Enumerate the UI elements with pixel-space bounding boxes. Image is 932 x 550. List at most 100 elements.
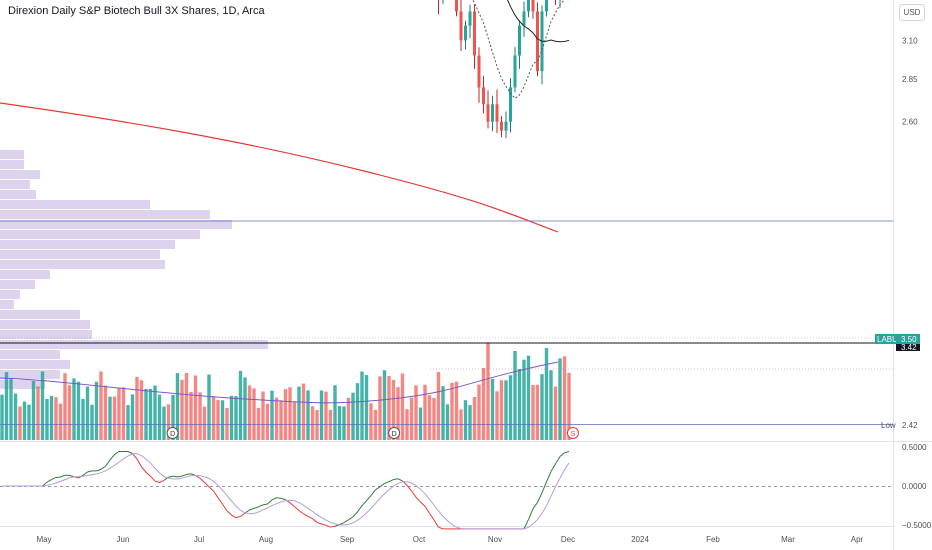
split-event-icon: S xyxy=(566,427,579,439)
volume-bar xyxy=(270,390,274,440)
volume-bar xyxy=(135,376,139,440)
volume-bar xyxy=(211,396,216,440)
oscillator-segment xyxy=(105,459,111,467)
volume-bar xyxy=(252,388,256,440)
event-label: S xyxy=(571,431,576,438)
oscillator-segment xyxy=(384,481,390,484)
last-price-text: 3.50 xyxy=(901,335,917,344)
axis-settings-area xyxy=(896,529,930,548)
candle-body xyxy=(509,87,512,122)
volume-bar xyxy=(351,392,355,440)
volume-bar xyxy=(508,375,513,440)
volume-bar xyxy=(81,398,85,440)
oscillator-signal xyxy=(2,453,570,530)
oscillator-tick-label: 0.5000 xyxy=(902,443,927,452)
volume-bar xyxy=(90,404,94,440)
oscillator-segment xyxy=(231,514,237,519)
volume-profile-row xyxy=(0,280,35,289)
volume-bar xyxy=(333,385,337,440)
volume-bar xyxy=(387,376,391,440)
time-tick-label: Dec xyxy=(561,535,575,544)
candle-body xyxy=(531,0,535,12)
last-price-tag xyxy=(896,334,920,344)
volume-bar xyxy=(189,392,193,440)
volume-bar xyxy=(117,387,121,440)
volume-profile-row xyxy=(0,380,45,389)
volume-profile-row xyxy=(0,370,60,379)
candle-body xyxy=(513,55,517,88)
oscillator-segment xyxy=(321,523,327,526)
volume-profile-row xyxy=(0,170,40,179)
oscillator-segment xyxy=(235,516,241,519)
oscillator-segment xyxy=(141,466,147,473)
oscillator-segment xyxy=(312,518,318,523)
price-tick-label: 2.60 xyxy=(902,118,918,127)
oscillator-segment xyxy=(559,452,565,457)
volume-bar xyxy=(315,409,319,440)
currency-button[interactable]: USD xyxy=(899,4,925,21)
volume-bar xyxy=(396,387,400,440)
volume-bar xyxy=(36,386,40,440)
oscillator-segment xyxy=(348,516,354,521)
candle-body xyxy=(464,25,467,41)
volume-bar xyxy=(445,404,450,440)
volume-bar xyxy=(40,371,45,440)
volume-bar xyxy=(409,397,414,440)
volume-bar xyxy=(373,409,378,440)
volume-bar xyxy=(202,406,207,440)
oscillator-segment xyxy=(523,519,529,530)
volume-bar xyxy=(58,403,63,440)
last-price-subvalue: 3.42 xyxy=(901,343,917,352)
event-label: D xyxy=(392,431,397,438)
candle-body xyxy=(518,25,521,56)
volume-bar xyxy=(504,380,508,440)
volume-bar xyxy=(558,358,562,440)
oscillator-segment xyxy=(208,486,214,492)
volume-bar xyxy=(319,390,324,440)
volume-bar xyxy=(139,380,144,440)
volume-profile-row xyxy=(0,230,200,239)
volume-bar xyxy=(166,404,171,440)
oscillator-segment xyxy=(258,504,264,508)
oscillator-segment xyxy=(294,506,300,511)
price-axis: 12.5011.5010.509.508.507.506.505.905.304… xyxy=(902,36,918,127)
volume-profile-row xyxy=(0,320,90,329)
volume-bar xyxy=(562,356,567,440)
oscillator-segment xyxy=(357,505,363,513)
oscillator-segment xyxy=(289,502,295,507)
volume-profile-row xyxy=(0,270,50,279)
volume-bar xyxy=(103,385,108,440)
volume-bar xyxy=(463,400,468,440)
oscillator-segment xyxy=(145,471,151,477)
event-circle xyxy=(388,427,401,439)
oscillator-segment xyxy=(433,519,439,528)
volume-profile-row xyxy=(0,250,160,259)
volume-bar xyxy=(13,393,18,440)
low-value: 2.42 xyxy=(902,421,918,430)
time-tick-label: Apr xyxy=(851,535,864,544)
oscillator xyxy=(2,450,570,530)
volume-bar xyxy=(112,396,117,440)
oscillator-segment xyxy=(528,508,534,520)
oscillator-segment xyxy=(244,509,250,514)
volume-bar xyxy=(364,375,369,440)
oscillator-segment xyxy=(136,458,142,468)
volume-bar xyxy=(22,401,27,440)
candle-body xyxy=(477,55,481,88)
volume-profile-row xyxy=(0,240,175,249)
volume-bar xyxy=(360,371,364,440)
oscillator-axis: 0.5000 0.0000 −0.5000 xyxy=(902,443,932,530)
volume-bar xyxy=(54,397,58,440)
event-circle xyxy=(166,427,179,439)
candle-body xyxy=(486,104,490,122)
volume-bar xyxy=(171,394,175,440)
oscillator-segment xyxy=(172,475,178,478)
volume-bar xyxy=(0,394,4,440)
candles xyxy=(438,0,570,139)
oscillator-segment xyxy=(69,475,75,478)
volume-bar xyxy=(121,387,126,440)
time-tick-label: Jul xyxy=(194,535,204,544)
oscillator-segment xyxy=(82,471,88,476)
